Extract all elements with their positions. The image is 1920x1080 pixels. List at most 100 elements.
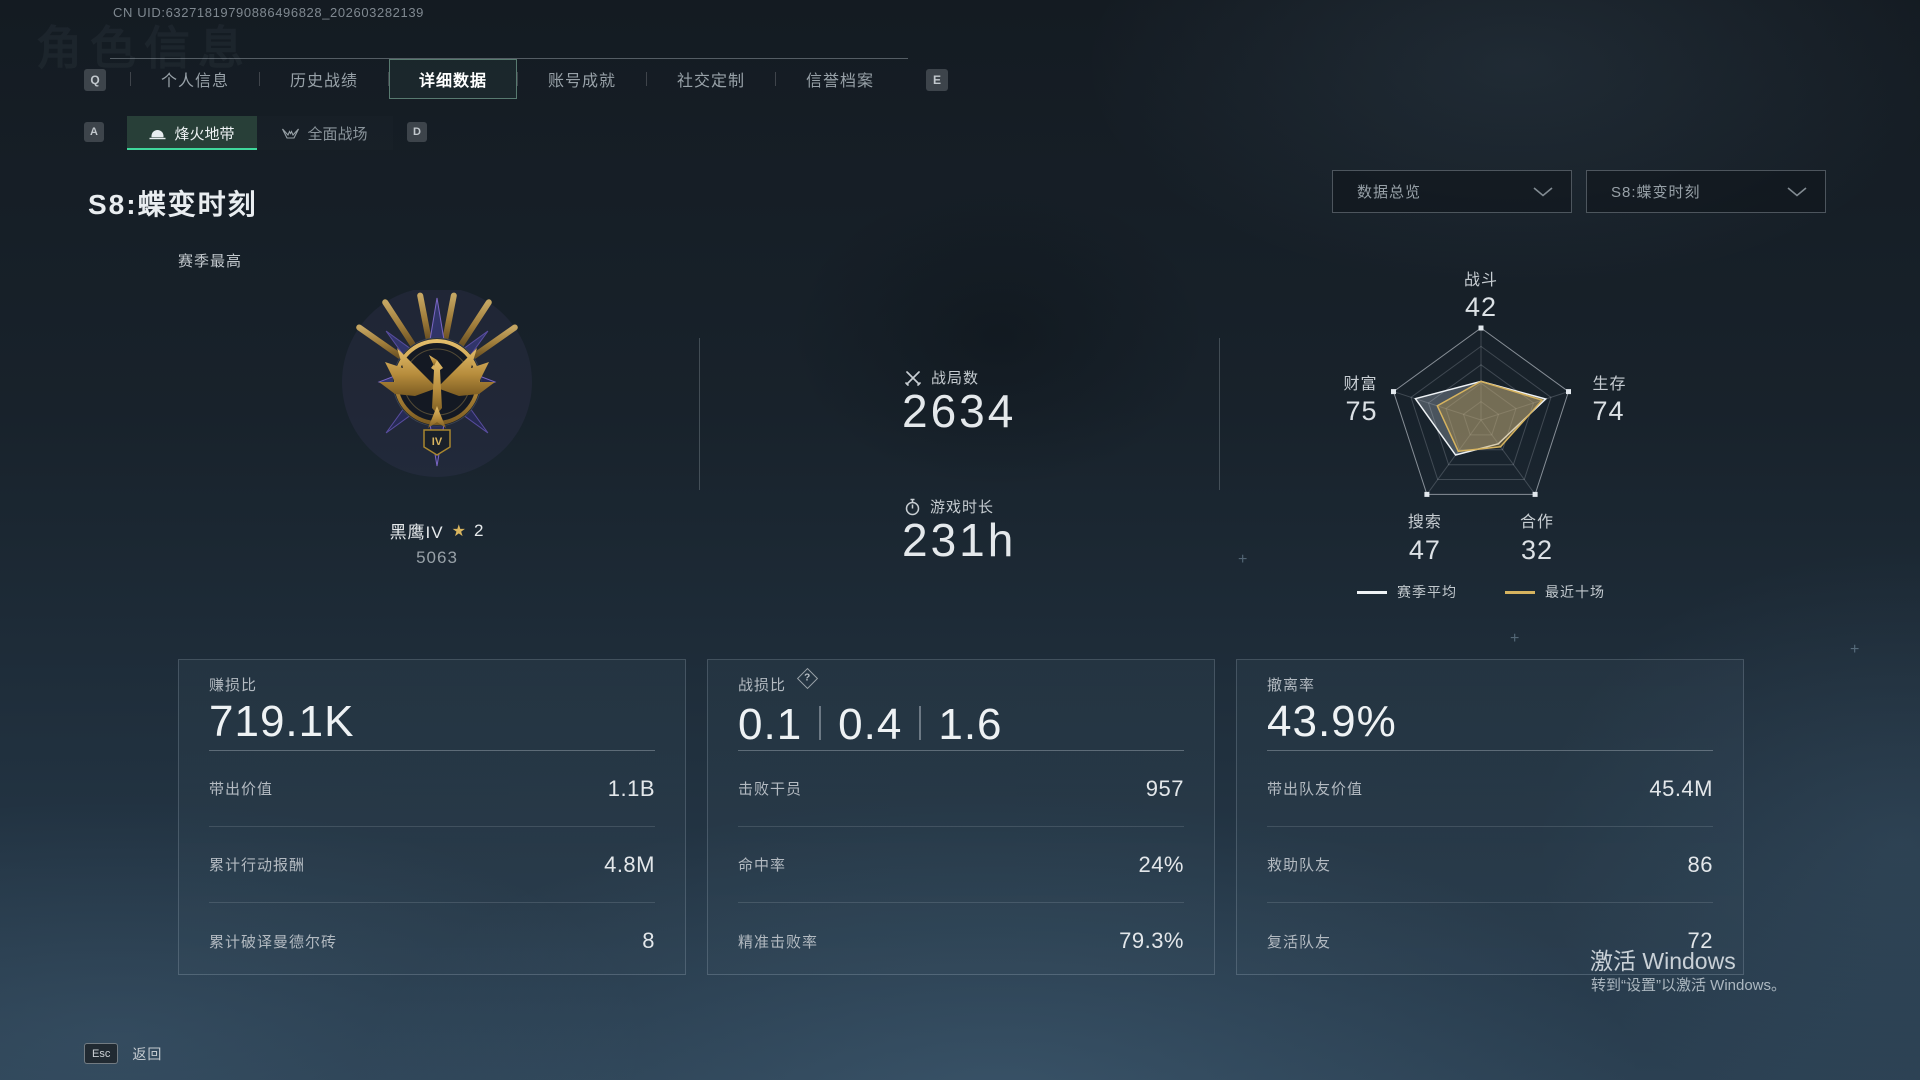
season-dropdown[interactable]: S8:蝶变时刻 [1586,170,1826,213]
card-main-value: 43.9% [1267,697,1397,746]
helmet-icon [149,129,166,139]
radar-legend: 赛季平均 最近十场 [1311,582,1651,602]
kd-value: 0.4 [838,700,903,749]
stat-row: 累计破译曼德尔砖 8 [209,903,655,979]
decor-cross: + [1850,641,1860,658]
card-header: 撤离率 43.9% [1267,660,1713,751]
legend-label: 赛季平均 [1397,584,1457,600]
key-badge-d: D [407,122,427,142]
value-separator [919,706,922,741]
legend-item: 赛季平均 [1357,582,1457,602]
kd-value: 1.6 [938,700,1003,749]
chevron-down-icon [1533,186,1553,197]
background-watermark: 角色信息 [36,22,252,74]
eagle-medal-icon: IV [342,287,532,477]
stat-row: 带出队友价值 45.4M [1267,751,1713,827]
rank-points: 5063 [416,548,458,567]
back-button[interactable]: Esc 返回 [84,1043,162,1064]
back-label: 返回 [132,1045,163,1062]
vertical-divider [1219,338,1220,490]
stat-row-value: 8 [642,928,655,953]
stat-row-value: 4.8M [604,851,655,877]
playtime-label: 游戏时长 [930,499,995,516]
dropdown-value: S8:蝶变时刻 [1611,184,1701,201]
key-badge-q: Q [84,69,106,91]
wings-icon [282,128,300,139]
radar-chart: 赛季平均 最近十场 战斗 42 生存 74 合作 32 搜索 47 财富 75 [1311,248,1651,638]
stat-row: 击败干员 957 [738,751,1184,827]
kd-values-row: 0.1 0.4 1.6 [738,698,1184,749]
radar-grid [1311,248,1651,588]
tab-achievements[interactable]: 账号成就 [547,73,616,90]
legend-line-icon [1357,590,1387,594]
tabbar-top-line [110,58,908,59]
stat-row-label: 救助队友 [1267,857,1332,874]
tab-history[interactable]: 历史战绩 [289,73,358,90]
help-icon[interactable]: ? [796,667,819,690]
radar-axis-label: 财富 75 [1343,375,1378,426]
card-title: 战损比 [738,677,787,694]
radar-axis-label: 战斗 42 [1463,272,1499,323]
legend-label: 最近十场 [1545,584,1605,600]
page-title: S8:蝶变时刻 [88,189,258,220]
legend-item: 最近十场 [1505,582,1605,602]
stat-row-value: 24% [1138,851,1184,877]
stat-row-label: 累计破译曼德尔砖 [209,933,338,951]
extraction-rate-card: 撤离率 43.9% 带出队友价值 45.4M 救助队友 86 复活队友 72 [1236,659,1744,975]
card-title: 撤离率 [1267,677,1316,694]
card-main-value: 719.1K [209,697,355,746]
windows-activation-title: 激活 Windows [1590,948,1736,974]
rank-name: 黑鹰IV [389,523,444,542]
data-overview-dropdown[interactable]: 数据总览 [1332,170,1572,213]
stat-row-value: 45.4M [1649,775,1713,801]
card-header: 战损比 ? 0.1 0.4 1.6 [738,660,1184,751]
crossed-swords-icon [905,370,921,386]
rank-star-count: 2 [473,520,485,540]
tab-detailed-data[interactable]: 详细数据 [389,59,517,99]
value-separator [819,706,822,741]
card-header: 赚损比 719.1K [209,660,655,751]
stat-row: 救助队友 86 [1267,827,1713,903]
stat-row-label: 复活队友 [1267,933,1332,951]
stat-row-label: 击败干员 [738,781,803,798]
matches-value: 2634 [902,385,1017,437]
tab-separator [517,72,518,86]
playtime-value: 231h [902,514,1017,566]
subtab-full-battlefield[interactable]: 全面战场 [257,116,393,150]
card-title: 赚损比 [209,677,258,694]
profit-loss-card: 赚损比 719.1K 带出价值 1.1B 累计行动报酬 4.8M 累计破译曼德尔… [178,659,686,975]
tab-reputation[interactable]: 信誉档案 [805,73,874,90]
season-best-label: 赛季最高 [178,253,243,270]
radar-axis-label: 合作 32 [1520,514,1555,565]
tab-social[interactable]: 社交定制 [676,73,745,90]
stat-row: 复活队友 72 [1267,903,1713,979]
radar-axis-label: 搜索 47 [1407,514,1442,565]
medal-roman-numeral: IV [432,436,443,448]
stat-row-value: 86 [1687,851,1713,877]
player-uid: CN UID:63271819790886496828_202603282139 [113,5,424,20]
decor-cross: + [1510,630,1520,647]
playtime-label-row: 游戏时长 [904,496,994,517]
legend-line-icon [1505,590,1535,594]
windows-activation-subtitle: 转到“设置”以激活 Windows。 [1591,977,1787,994]
tab-separator [130,72,131,86]
key-badge-esc: Esc [84,1043,119,1064]
subtab-fire-zone[interactable]: 烽火地带 [127,116,257,150]
stat-row: 精准击败率 79.3% [738,903,1184,979]
key-badge-a: A [84,122,104,142]
stat-row-label: 精准击败率 [738,933,819,951]
stat-row-label: 命中率 [738,857,787,874]
subtab-label: 烽火地带 [174,125,235,143]
stat-row-label: 累计行动报酬 [209,857,306,874]
tab-separator [775,72,776,86]
chevron-down-icon [1787,186,1807,197]
stat-row-value: 79.3% [1119,928,1184,953]
matches-label-row: 战局数 [904,367,979,388]
stat-row: 命中率 24% [738,827,1184,903]
dropdown-value: 数据总览 [1357,184,1422,201]
stat-row-label: 带出价值 [209,781,274,798]
tab-separator [259,72,260,86]
tab-personal-info[interactable]: 个人信息 [160,73,229,90]
decor-cross: + [1238,551,1248,568]
